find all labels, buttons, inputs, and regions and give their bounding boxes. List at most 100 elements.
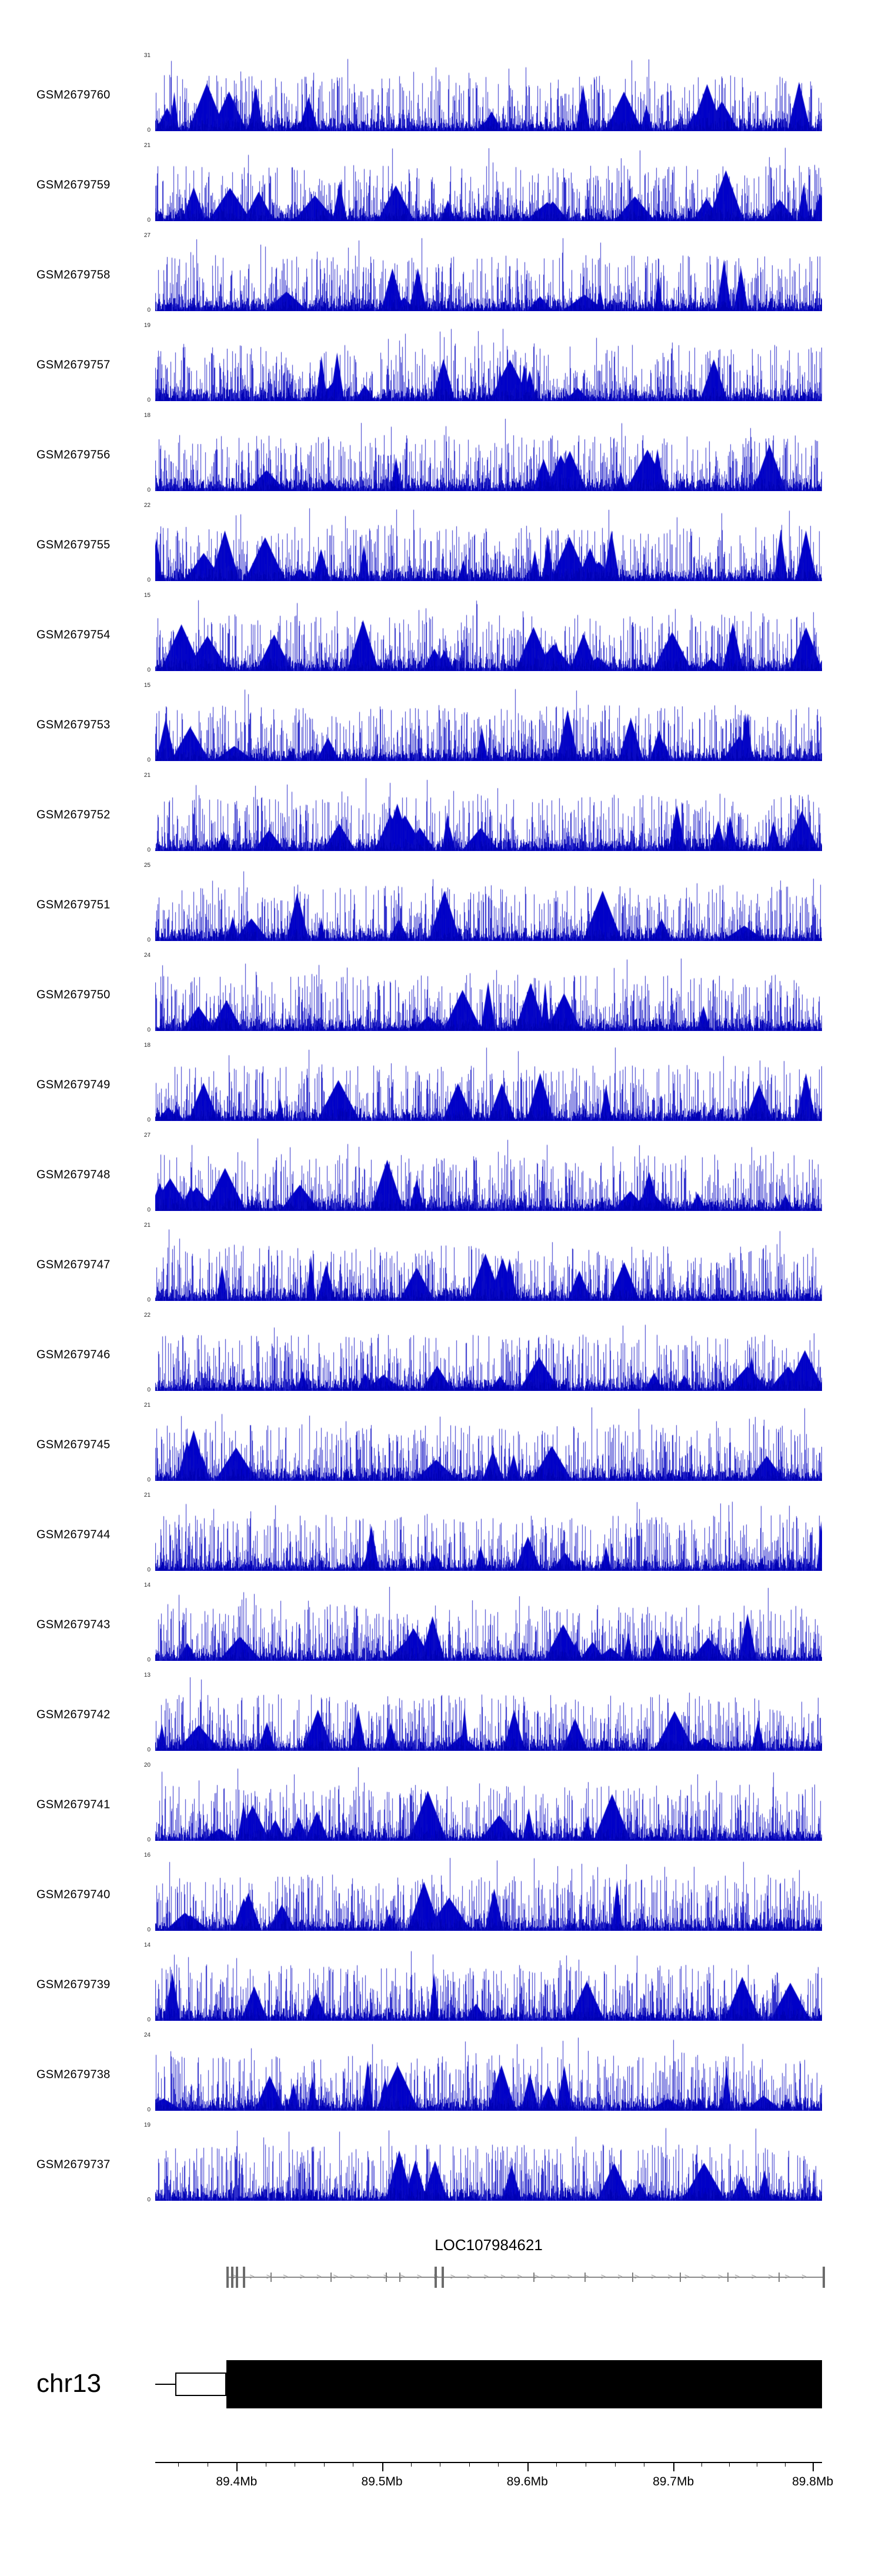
coverage-plot <box>155 1227 822 1301</box>
exon-tick <box>330 2273 332 2282</box>
strand-arrow-icon: > <box>283 2272 288 2282</box>
strand-arrow-icon: > <box>667 2272 673 2282</box>
strand-arrow-icon: > <box>299 2272 305 2282</box>
coverage-plot <box>155 2127 822 2201</box>
coverage-plot <box>155 1407 822 1481</box>
strand-arrow-icon: > <box>784 2272 790 2282</box>
strand-arrow-icon: > <box>751 2272 757 2282</box>
track-ymax-label: 15 <box>143 682 151 689</box>
axis-tick-label: 89.7Mb <box>653 2475 694 2488</box>
strand-arrow-icon: > <box>684 2272 690 2282</box>
coverage-track-row: GSM2679744 21 0 <box>0 1490 882 1580</box>
coverage-plot <box>155 1767 822 1841</box>
track-label: GSM2679739 <box>36 1978 111 1991</box>
exon-tick <box>823 2267 825 2288</box>
exon-tick <box>680 2273 681 2282</box>
track-label: GSM2679742 <box>36 1708 111 1721</box>
coverage-plot <box>155 1317 822 1391</box>
coverage-plot <box>155 867 822 941</box>
axis-minor-tick <box>178 2462 179 2467</box>
track-ymin-label: 0 <box>147 1927 151 1933</box>
coverage-track-row: GSM2679745 21 0 <box>0 1400 882 1490</box>
track-ymax-label: 22 <box>143 1312 151 1319</box>
track-label: GSM2679743 <box>36 1618 111 1631</box>
track-label: GSM2679737 <box>36 2158 111 2171</box>
track-ymin-label: 0 <box>147 2197 151 2203</box>
strand-arrow-icon: > <box>534 2272 539 2282</box>
coverage-plot <box>155 237 822 311</box>
track-ymin-label: 0 <box>147 2107 151 2113</box>
coverage-track-row: GSM2679748 27 0 <box>0 1130 882 1220</box>
exon-tick <box>399 2273 400 2282</box>
coverage-plot <box>155 1947 822 2021</box>
strand-arrow-icon: > <box>718 2272 723 2282</box>
exon-tick <box>236 2267 239 2288</box>
strand-arrow-icon: > <box>567 2272 573 2282</box>
track-ymax-label: 16 <box>143 1852 151 1858</box>
track-label: GSM2679752 <box>36 808 111 821</box>
exon-tick <box>243 2267 246 2288</box>
coverage-track-row: GSM2679757 19 0 <box>0 320 882 410</box>
track-ymin-label: 0 <box>147 1387 151 1393</box>
strand-arrow-icon: > <box>266 2272 272 2282</box>
track-ymax-label: 21 <box>143 142 151 149</box>
track-ymin-label: 0 <box>147 1207 151 1213</box>
coverage-track-row: GSM2679737 19 0 <box>0 2120 882 2210</box>
coverage-plot <box>155 1047 822 1121</box>
coverage-track-row: GSM2679742 13 0 <box>0 1670 882 1760</box>
track-ymax-label: 20 <box>143 1762 151 1769</box>
coverage-track-row: GSM2679760 31 0 <box>0 50 882 140</box>
coverage-track-row: GSM2679754 15 0 <box>0 590 882 680</box>
track-ymax-label: 21 <box>143 772 151 779</box>
coverage-track-row: GSM2679753 15 0 <box>0 680 882 770</box>
strand-arrow-icon: > <box>383 2273 388 2281</box>
coverage-tracks-container: GSM2679760 31 0 GSM2679759 21 0 GSM2679758 27 0 G… <box>0 50 882 2210</box>
exon-tick <box>231 2267 234 2288</box>
track-ymax-label: 21 <box>143 1222 151 1229</box>
axis-major-tick <box>813 2462 814 2471</box>
coverage-track-row: GSM2679739 14 0 <box>0 1940 882 2030</box>
track-ymin-label: 0 <box>147 757 151 763</box>
track-ymax-label: 15 <box>143 592 151 599</box>
axis-major-tick <box>527 2462 529 2471</box>
track-ymin-label: 0 <box>147 127 151 134</box>
strand-arrow-icon: > <box>366 2272 372 2282</box>
axis-minor-tick <box>701 2462 702 2467</box>
track-ymax-label: 18 <box>143 1042 151 1049</box>
track-label: GSM2679751 <box>36 898 111 911</box>
gene-intron-line <box>226 2277 824 2278</box>
axis-minor-tick <box>614 2462 616 2467</box>
track-label: GSM2679747 <box>36 1258 111 1271</box>
coverage-track-row: GSM2679743 14 0 <box>0 1580 882 1670</box>
track-label: GSM2679753 <box>36 718 111 731</box>
axis-tick-label: 89.4Mb <box>216 2475 258 2488</box>
track-ymin-label: 0 <box>147 307 151 313</box>
coverage-track-row: GSM2679752 21 0 <box>0 770 882 860</box>
track-ymax-label: 31 <box>143 52 151 59</box>
track-ymax-label: 19 <box>143 322 151 329</box>
strand-arrow-icon: > <box>584 2272 589 2282</box>
coverage-track-row: GSM2679740 16 0 <box>0 1850 882 1940</box>
axis-tick-label: 89.5Mb <box>361 2475 403 2488</box>
track-ymin-label: 0 <box>147 487 151 493</box>
coverage-track-row: GSM2679756 18 0 <box>0 410 882 500</box>
track-ymax-label: 24 <box>143 2032 151 2038</box>
exon-tick <box>441 2267 444 2288</box>
exon-tick <box>226 2267 229 2288</box>
coverage-plot <box>155 1857 822 1931</box>
exon-tick <box>434 2267 437 2288</box>
coverage-plot <box>155 57 822 131</box>
track-ymin-label: 0 <box>147 577 151 583</box>
exon-tick <box>386 2273 387 2282</box>
strand-arrow-icon: > <box>600 2272 606 2282</box>
coverage-plot <box>155 147 822 221</box>
track-ymin-label: 0 <box>147 1297 151 1303</box>
track-ymin-label: 0 <box>147 1027 151 1033</box>
exon-tick <box>270 2273 272 2282</box>
axis-tick-label: 89.8Mb <box>792 2475 834 2488</box>
strand-arrow-icon: > <box>651 2272 656 2282</box>
gene-model: >>>>>>>>>>>>>>>>>>>>>>>>>>>>>>>>>>> <box>226 2265 825 2289</box>
axis-major-tick <box>236 2462 238 2471</box>
coverage-track-row: GSM2679747 21 0 <box>0 1220 882 1310</box>
strand-arrow-icon: > <box>249 2272 255 2282</box>
